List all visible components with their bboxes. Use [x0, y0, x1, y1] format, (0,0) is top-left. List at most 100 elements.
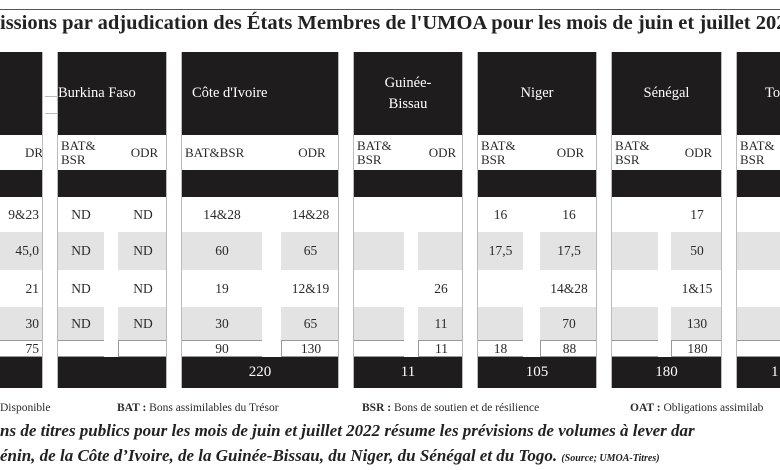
value-cell: 14&28 — [291, 206, 330, 222]
value-cell — [737, 307, 780, 340]
panel-total: 220 — [182, 357, 338, 388]
value-cell: 130 — [671, 307, 721, 340]
country-header: Niger — [478, 52, 596, 135]
value-cell: ND — [58, 307, 104, 340]
value-cell: ND — [133, 280, 153, 296]
value-cell — [612, 270, 658, 307]
value-cell — [478, 270, 523, 307]
value-cell: 50 — [671, 232, 721, 270]
panel-total — [0, 357, 42, 388]
separator-line — [45, 113, 57, 114]
subtotal-cell: 11 — [418, 340, 462, 357]
value-cell — [737, 232, 780, 270]
value-cell — [354, 197, 404, 232]
column-header-col2: ODR — [556, 144, 585, 160]
value-cell — [612, 232, 658, 270]
country-header: Sénégal — [612, 52, 721, 135]
value-cell: ND — [71, 280, 91, 296]
country-header — [0, 52, 42, 135]
value-cell: 26 — [434, 280, 448, 296]
subtotal-cell: 130 — [281, 340, 338, 357]
value-cell — [354, 232, 404, 270]
header-band — [478, 170, 596, 197]
subtotal-cell: 180 — [671, 340, 721, 357]
value-cell: 65 — [281, 232, 338, 270]
column-header-col2: ODR — [130, 144, 159, 160]
panel-total — [58, 357, 166, 388]
panel-total: 11 — [354, 357, 462, 388]
value-cell: 30 — [182, 307, 262, 340]
value-cell — [418, 232, 462, 270]
caption-source: (Source; UMOA-Titres) — [561, 453, 660, 464]
value-cell: 70 — [540, 307, 596, 340]
value-cell: 11 — [418, 307, 462, 340]
subtotal-cell — [737, 340, 780, 357]
value-cell: 30 — [0, 307, 42, 340]
column-header-col2: ODR — [298, 144, 326, 160]
country-panel: Côte d'Ivoire BAT&BSR ODR 14&28 14&28 60 65 19 1… — [181, 52, 339, 388]
value-cell — [354, 307, 404, 340]
value-cell: 16 — [493, 206, 508, 222]
separator-line — [45, 96, 57, 97]
value-cell — [612, 307, 658, 340]
panel-total: 180 — [612, 357, 721, 388]
value-cell: 19 — [215, 280, 229, 296]
value-cell — [612, 197, 658, 232]
subtotal-cell — [118, 340, 166, 357]
country-panel: Niger BAT& BSR ODR 16 16 17,5 17,5 14&28 70 18 88 1… — [477, 52, 597, 388]
value-cell — [354, 270, 404, 307]
value-cell — [737, 197, 780, 232]
column-header-col1: BAT&BSR — [185, 144, 245, 160]
subtotal-cell — [58, 340, 104, 357]
column-header-col1: BAT& BSR — [61, 137, 96, 167]
value-cell: 45,0 — [0, 232, 42, 270]
value-cell: 9&23 — [8, 206, 39, 222]
column-header-col1: BAT& BSR — [615, 137, 650, 167]
country-panel: TogBAT& BSR 1 — [736, 52, 780, 388]
value-cell: 17,5 — [478, 232, 523, 270]
header-band — [737, 170, 780, 197]
panel-total: 1 — [737, 357, 780, 388]
legend-bsr: BSR : Bons de soutien et de résilience — [362, 402, 540, 414]
value-cell: 14&28 — [203, 206, 241, 222]
value-cell — [737, 270, 780, 307]
value-cell: 17,5 — [540, 232, 596, 270]
header-band — [0, 170, 42, 197]
subtotal-cell: 75 — [0, 340, 42, 357]
value-cell: 1&15 — [681, 280, 713, 296]
value-cell: ND — [58, 232, 104, 270]
country-header: Côte d'Ivoire — [182, 52, 338, 135]
value-cell: ND — [118, 232, 166, 270]
country-header: Guinée- Bissau — [354, 52, 462, 135]
value-cell: ND — [71, 206, 91, 222]
country-panel: Guinée- Bissau BAT& BSR ODR 26 11 11 11 — [353, 52, 463, 388]
value-cell: 14&28 — [550, 280, 588, 296]
column-header-col2: ODR — [428, 144, 457, 160]
value-cell: 17 — [690, 206, 704, 222]
top-rule — [0, 9, 780, 10]
column-header-col2: ODR — [684, 144, 713, 160]
country-header: Tog — [737, 52, 780, 135]
country-panel: DR 9&23 45,0 21 30 75 — [0, 52, 43, 388]
value-cell: 21 — [25, 280, 40, 296]
value-cell: ND — [118, 307, 166, 340]
header-band — [612, 170, 721, 197]
value-cell: ND — [133, 206, 153, 222]
header-band — [58, 170, 166, 197]
value-cell — [418, 197, 462, 232]
value-cell: 12&19 — [291, 280, 330, 296]
subtotal-cell: 90 — [182, 340, 262, 357]
country-header: Burkina Faso — [58, 52, 166, 135]
legend-bat: BAT : Bons assimilables du Trésor — [117, 402, 279, 414]
caption-line-2: énin, de la Côte d’Ivoire, de la Guinée-… — [0, 446, 660, 465]
header-band — [354, 170, 462, 197]
column-header-col1: BAT& BSR — [740, 137, 775, 167]
column-header-col1: BAT& BSR — [481, 137, 516, 167]
caption-line-1: ns de titres publics pour les mois de ju… — [0, 421, 695, 440]
value-cell: 60 — [182, 232, 262, 270]
subtotal-cell: 88 — [540, 340, 596, 357]
value-cell — [478, 307, 523, 340]
country-panel: Burkina Faso BAT& BSR ODR ND ND ND ND ND ND ND ND — [57, 52, 167, 388]
subtotal-cell: 18 — [478, 340, 523, 357]
value-cell: 16 — [562, 206, 576, 222]
